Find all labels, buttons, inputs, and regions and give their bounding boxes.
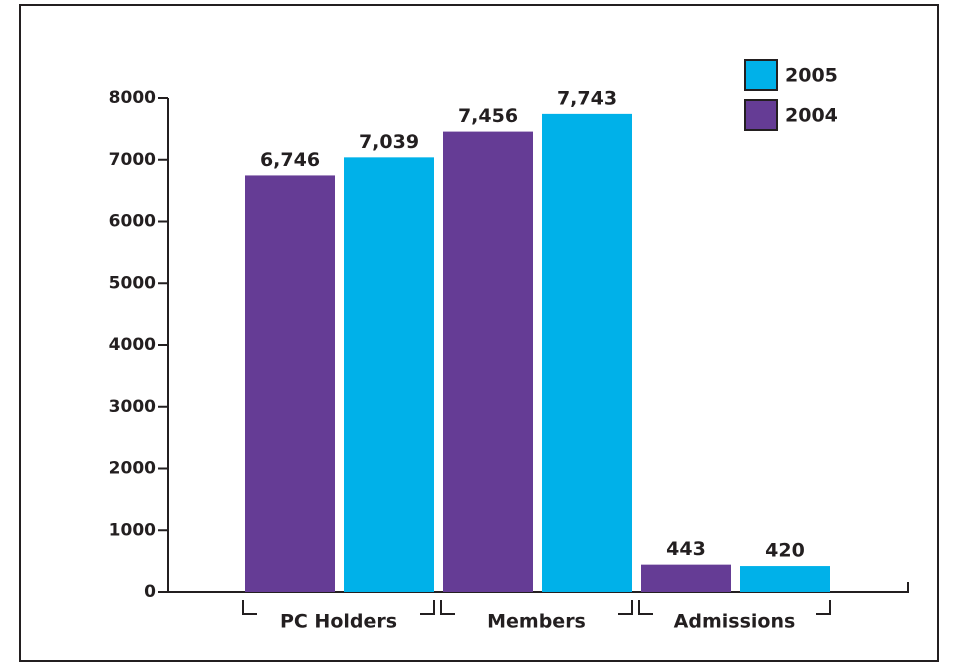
legend-swatch — [744, 99, 778, 131]
y-tick-label: 3000 — [109, 397, 156, 417]
bar — [245, 175, 335, 592]
bar — [344, 157, 434, 593]
y-tick-label: 2000 — [109, 459, 156, 479]
data-label: 420 — [765, 540, 805, 562]
y-tick-label: 7000 — [109, 150, 156, 170]
y-tick-label: 0 — [144, 582, 156, 602]
y-tick-label: 6000 — [109, 212, 156, 232]
bar — [740, 566, 830, 592]
category-bracket — [242, 600, 435, 615]
data-label: 7,743 — [557, 87, 617, 109]
data-label: 7,039 — [359, 131, 419, 153]
category-bracket — [440, 600, 633, 615]
data-label: 6,746 — [260, 149, 320, 171]
legend-label: 2004 — [785, 105, 838, 127]
x-tick-label: Members — [487, 611, 586, 633]
bar — [443, 131, 533, 593]
x-tick-label: Admissions — [674, 611, 796, 633]
y-tick-label: 4000 — [109, 335, 156, 355]
y-tick-label: 5000 — [109, 273, 156, 293]
legend-label: 2005 — [785, 65, 838, 87]
bar — [542, 113, 632, 592]
data-label: 7,456 — [458, 105, 518, 127]
y-tick-label: 1000 — [109, 520, 156, 540]
x-tick-label: PC Holders — [280, 611, 397, 633]
category-bracket — [638, 600, 831, 615]
legend-swatch — [744, 59, 778, 91]
bar — [641, 564, 731, 592]
y-tick-label: 8000 — [109, 88, 156, 108]
frame — [19, 4, 939, 662]
data-label: 443 — [666, 538, 706, 560]
